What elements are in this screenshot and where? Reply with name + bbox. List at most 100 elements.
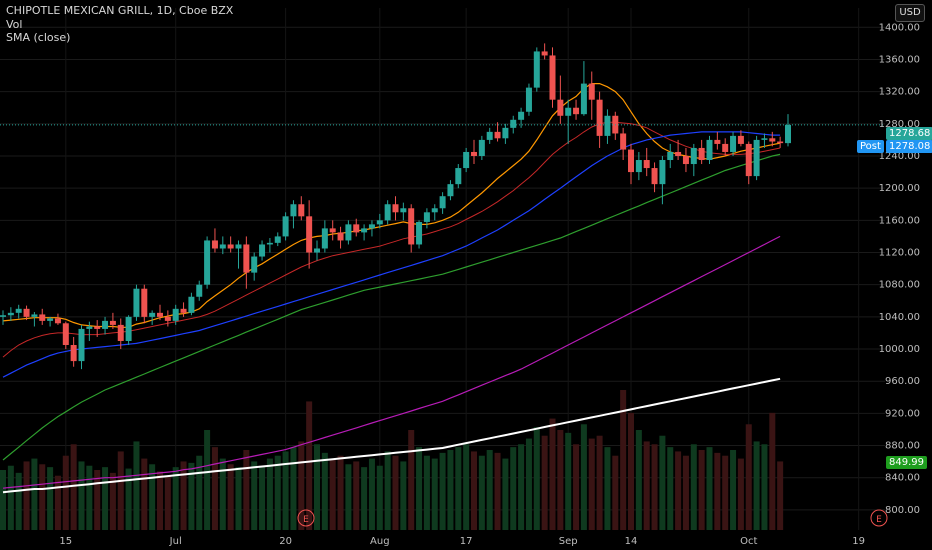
volume-bar xyxy=(753,441,760,530)
candle xyxy=(698,139,705,165)
sma-line xyxy=(2,82,781,328)
candle xyxy=(730,131,737,156)
candle xyxy=(604,109,611,144)
y-tick-label: 1360.00 xyxy=(879,54,920,65)
currency-button[interactable]: USD xyxy=(895,4,925,22)
volume-bar xyxy=(329,458,336,530)
candle-body xyxy=(698,147,705,161)
candle-body xyxy=(447,184,454,197)
candle-body xyxy=(376,220,383,225)
candle xyxy=(353,218,360,237)
candle xyxy=(761,133,768,148)
volume-bar xyxy=(180,461,187,530)
candle xyxy=(70,336,77,367)
candle-body xyxy=(31,314,38,317)
candle-body xyxy=(604,115,611,136)
candle xyxy=(431,204,438,221)
candle-body xyxy=(109,320,116,325)
candle-body xyxy=(353,224,360,233)
volume-bar xyxy=(164,475,171,530)
candle-body xyxy=(227,244,234,249)
volume-bar xyxy=(141,458,148,530)
volume-bar xyxy=(494,452,501,530)
candle xyxy=(737,130,744,147)
candle-body xyxy=(690,147,697,165)
candle-body xyxy=(565,107,572,116)
candle-body xyxy=(580,83,587,115)
volume-bar xyxy=(54,475,61,530)
volume-bar xyxy=(219,458,226,530)
candle xyxy=(0,310,6,325)
candle-body xyxy=(117,324,124,341)
candle xyxy=(141,284,148,324)
candlesticks xyxy=(0,43,791,370)
candle-body xyxy=(769,138,776,142)
candle xyxy=(659,155,666,205)
volume-bar xyxy=(580,424,587,530)
candle-body xyxy=(180,308,187,313)
candle xyxy=(188,292,195,316)
candle-body xyxy=(243,244,250,273)
volume-bar xyxy=(298,441,305,530)
volume-bar xyxy=(541,435,548,530)
x-tick-label: 17 xyxy=(460,536,473,547)
candle-body xyxy=(667,151,674,161)
y-tick-label: 800.00 xyxy=(885,505,920,516)
volume-bar xyxy=(471,451,477,530)
candle xyxy=(667,143,674,169)
x-tick-label: Oct xyxy=(740,536,757,547)
candle xyxy=(196,280,203,301)
volume-bar xyxy=(204,430,211,530)
earnings-marker[interactable]: E xyxy=(297,509,315,527)
volume-bar xyxy=(337,455,344,530)
candle-body xyxy=(94,326,101,329)
candle xyxy=(31,312,38,327)
candle xyxy=(78,324,85,370)
candle xyxy=(463,147,470,173)
candle xyxy=(109,312,116,329)
x-tick-label: 19 xyxy=(852,536,865,547)
volume-bar xyxy=(0,470,6,530)
candle xyxy=(259,240,266,261)
candle xyxy=(329,220,336,241)
candle xyxy=(643,147,650,177)
candle xyxy=(204,236,211,289)
candle-body xyxy=(235,244,242,249)
volume-bar xyxy=(392,455,399,530)
candle-body xyxy=(47,318,54,321)
earnings-marker-future[interactable]: E xyxy=(870,509,888,527)
candle xyxy=(408,204,415,253)
candle-body xyxy=(408,208,415,245)
volume-bar xyxy=(628,412,634,530)
candle-body xyxy=(557,99,564,116)
candle-body xyxy=(86,326,93,329)
vol-legend[interactable]: Vol xyxy=(6,18,23,31)
volume-bar xyxy=(659,435,666,530)
volume-bar xyxy=(384,451,391,530)
volume-bar xyxy=(321,452,328,530)
candle-body xyxy=(290,204,297,217)
candle-body xyxy=(211,240,218,249)
volume-bar xyxy=(549,418,556,530)
candle xyxy=(651,162,658,193)
candle xyxy=(745,141,752,185)
volume-bar xyxy=(620,390,627,530)
sma-legend[interactable]: SMA (close) xyxy=(6,31,71,44)
candle xyxy=(39,308,46,325)
volume-bar xyxy=(486,450,493,530)
y-tick-label: 1000.00 xyxy=(879,344,920,355)
volume-bar xyxy=(39,464,46,530)
candle xyxy=(439,192,446,214)
candle-body xyxy=(282,216,289,237)
volume-bar xyxy=(102,467,109,530)
volume-bar xyxy=(518,444,525,530)
candle xyxy=(157,304,163,321)
volume-bar xyxy=(706,447,713,530)
candle-body xyxy=(471,151,477,156)
candle xyxy=(86,321,93,341)
volume-bar xyxy=(502,458,509,530)
volume-bar xyxy=(643,441,650,530)
volume-bar xyxy=(588,438,595,530)
volume-bar xyxy=(211,447,218,530)
